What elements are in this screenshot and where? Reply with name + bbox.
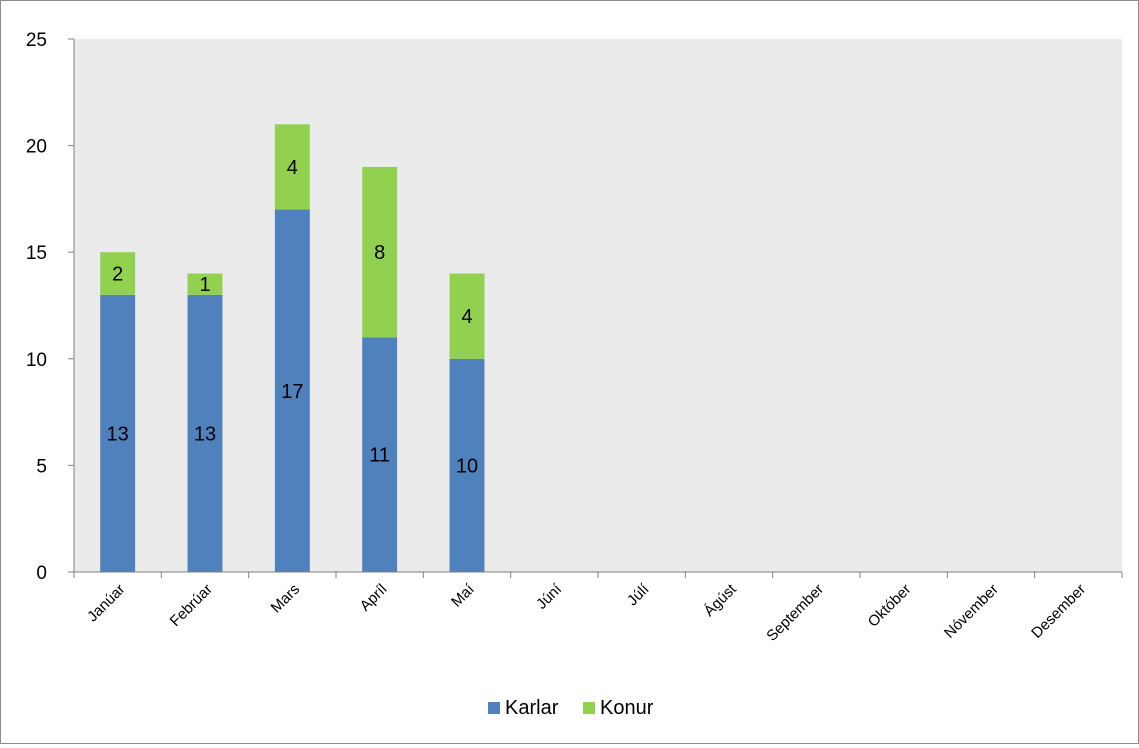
data-label-karlar: 13 [107, 423, 129, 445]
data-label-konur: 1 [199, 274, 210, 296]
data-label-konur: 2 [112, 264, 123, 286]
legend-label-konur: Konur [600, 697, 654, 719]
legend-swatch-konur [583, 702, 595, 714]
x-category-label: Júlí [624, 580, 653, 609]
data-label-karlar: 13 [194, 423, 216, 445]
bar-karlar [187, 294, 223, 572]
data-label-konur: 4 [287, 157, 298, 179]
x-category-label: Nóvember [941, 581, 1002, 642]
x-category-label: Ágúst [701, 580, 741, 620]
bar-konur [362, 166, 398, 338]
bar-karlar [449, 358, 485, 572]
y-tick-label: 15 [26, 243, 47, 264]
bars-layer [100, 124, 485, 572]
bar-karlar [362, 337, 398, 572]
y-tick-label: 10 [26, 350, 47, 371]
bar-konur [100, 252, 136, 295]
x-category-label: Febrúar [167, 581, 216, 630]
data-label-karlar: 11 [369, 445, 390, 467]
x-category-label: Október [865, 581, 915, 631]
x-category-label: Mars [268, 581, 304, 617]
plot-area [74, 39, 1122, 572]
bar-konur [449, 273, 485, 359]
legend-label-karlar: Karlar [505, 697, 559, 719]
x-axis-ticks: Janúar Febrúar Mars Apríl Maí Júní Júlí Ágúst Se… [73, 572, 1123, 645]
y-tick-label: 5 [36, 456, 47, 477]
bar-konur [187, 273, 223, 295]
data-label-konur: 4 [461, 306, 472, 328]
y-axis-ticks: 0 5 10 15 20 25 [26, 30, 74, 584]
bar-konur [274, 124, 310, 210]
data-label-konur: 8 [374, 242, 385, 264]
x-category-label: Júní [533, 580, 566, 613]
y-tick-label: 25 [26, 30, 47, 51]
data-label-karlar: 10 [456, 455, 478, 477]
bar-karlar [100, 294, 136, 572]
x-category-label: Desember [1028, 581, 1089, 642]
x-category-label: Apríl [357, 581, 391, 615]
legend-swatch-karlar [488, 702, 500, 714]
data-label-karlar: 17 [281, 381, 303, 403]
y-tick-label: 20 [26, 137, 47, 158]
y-tick-label: 0 [36, 563, 47, 584]
data-labels: 13 2 13 1 17 4 11 8 10 4 [107, 157, 479, 477]
bar-karlar [274, 209, 310, 572]
x-category-label: Janúar [84, 581, 128, 625]
x-category-label: Maí [448, 580, 478, 610]
x-category-label: September [763, 581, 827, 645]
legend: Karlar Konur [488, 697, 654, 719]
